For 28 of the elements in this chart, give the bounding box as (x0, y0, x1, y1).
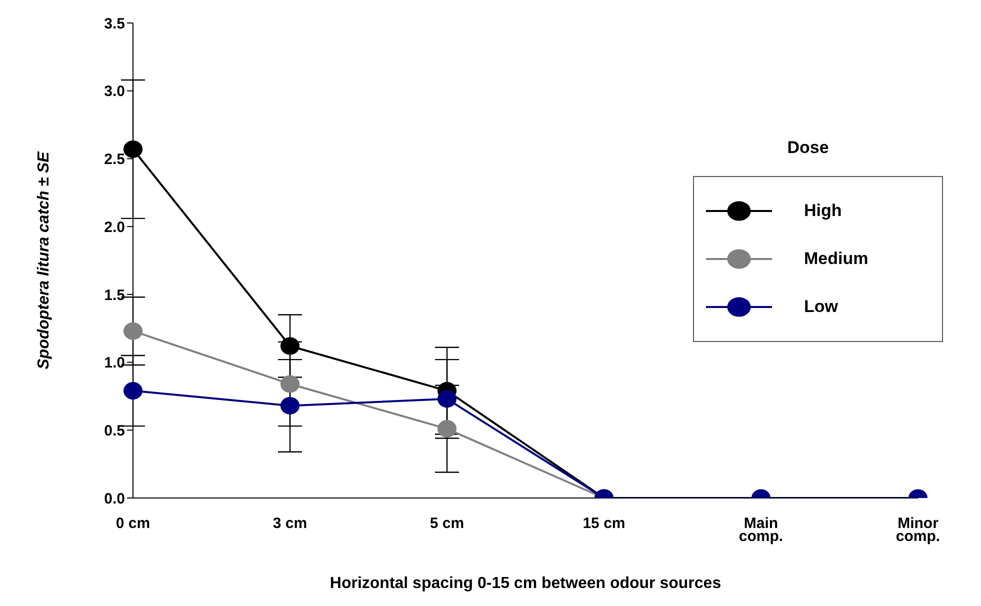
y-tick-label: 1.5 (104, 286, 125, 304)
point (437, 420, 457, 438)
y-tick-label: 2.5 (104, 151, 125, 168)
x-tick-label: 5 cm (430, 515, 464, 532)
y-axis-title: Spodoptera litura catch ± SE (36, 150, 53, 370)
x-tick-label: Main comp. (738, 515, 784, 545)
point (437, 390, 457, 408)
x-axis-title: Horizontal spacing 0-15 cm between odour sources (330, 575, 722, 592)
x-tick-label: 0 cm (116, 515, 150, 532)
legend-label: High (804, 201, 842, 221)
legend-label: Medium (804, 249, 868, 269)
y-tick-label: 0.5 (104, 422, 125, 440)
y-tick-label: 1.0 (104, 354, 125, 372)
point (123, 140, 143, 158)
y-tick-label: 3.5 (104, 15, 125, 32)
point (280, 337, 300, 355)
x-tick-label: Minor comp. (896, 515, 940, 545)
point (280, 396, 300, 414)
y-tick-label: 2.0 (104, 218, 125, 236)
y-tick-label: 3.0 (104, 83, 125, 100)
x-tick-label: 15 cm (582, 515, 626, 532)
point (123, 382, 143, 400)
legend-title: Dose (786, 138, 830, 158)
x-tick-label: 3 cm (272, 515, 308, 532)
legend-label: Low (804, 297, 838, 317)
point (280, 375, 300, 393)
y-tick-label: 0.0 (104, 490, 125, 508)
point (123, 322, 143, 340)
